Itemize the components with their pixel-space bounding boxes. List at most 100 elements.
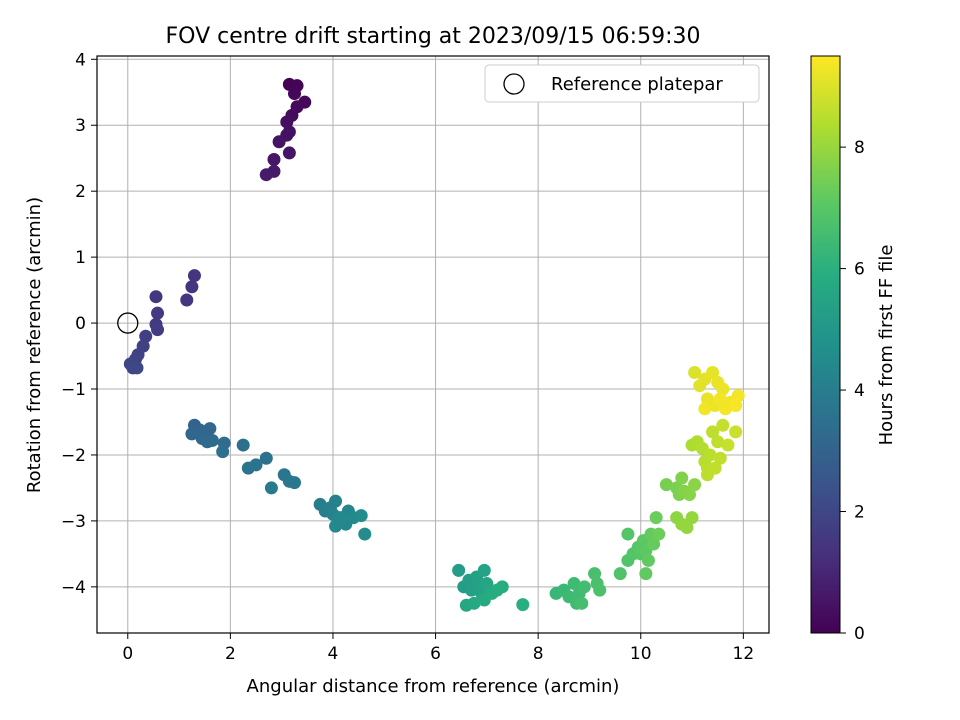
reference-point-marker <box>117 312 139 334</box>
data-point <box>180 293 194 307</box>
x-tick-label: 8 <box>533 644 544 664</box>
data-point <box>659 478 673 492</box>
data-point <box>272 135 286 149</box>
data-point <box>287 476 301 490</box>
y-tick-label: −1 <box>61 380 86 400</box>
colorbar-tick-label: 0 <box>854 624 865 644</box>
data-point <box>241 461 255 475</box>
data-point <box>729 425 743 439</box>
data-point <box>731 389 745 403</box>
x-axis-ticks: 0 2 4 6 8 10 12 <box>122 633 754 664</box>
data-point <box>688 478 702 492</box>
y-tick-label: −2 <box>61 446 86 466</box>
legend-entry-label: Reference platepar <box>551 74 723 95</box>
data-point <box>185 280 199 294</box>
data-point <box>280 115 294 129</box>
data-point <box>236 438 250 452</box>
data-point <box>698 402 712 416</box>
data-point <box>149 290 163 304</box>
x-tick-label: 0 <box>122 644 133 664</box>
data-point <box>706 366 720 380</box>
data-point <box>567 577 581 591</box>
data-point <box>216 445 230 459</box>
colorbar-tick-label: 2 <box>854 503 865 523</box>
data-point <box>708 461 722 475</box>
data-point <box>130 361 144 375</box>
data-point <box>259 451 273 465</box>
y-tick-label: 2 <box>75 182 86 202</box>
data-point <box>682 488 696 502</box>
y-axis-ticks: −4 −3 −2 −1 0 1 2 3 4 <box>61 50 97 598</box>
legend-box <box>484 64 760 103</box>
data-point <box>354 509 368 523</box>
y-tick-label: 0 <box>75 314 86 334</box>
data-point <box>647 537 661 551</box>
data-point <box>329 494 343 508</box>
data-point <box>151 323 165 337</box>
y-tick-label: −3 <box>61 512 86 532</box>
y-tick-label: −4 <box>61 578 86 598</box>
x-tick-label: 10 <box>630 644 652 664</box>
data-point <box>185 427 199 441</box>
colorbar-tick-label: 4 <box>854 381 865 401</box>
colorbar-tick-label: 8 <box>854 138 865 158</box>
y-tick-label: 4 <box>75 50 86 70</box>
data-point <box>613 567 627 581</box>
data-point <box>577 580 591 594</box>
chart-title: FOV centre drift starting at 2023/09/15 … <box>166 24 701 49</box>
data-point <box>139 329 153 343</box>
data-point <box>711 435 725 449</box>
x-tick-label: 6 <box>430 644 441 664</box>
data-point <box>685 511 699 525</box>
colorbar-label: Hours from first FF file <box>876 245 897 446</box>
data-point <box>716 418 730 432</box>
data-point <box>588 567 602 581</box>
data-points <box>123 77 745 612</box>
data-point <box>703 448 717 462</box>
data-point <box>259 168 273 182</box>
data-point <box>706 425 720 439</box>
y-tick-label: 1 <box>75 248 86 268</box>
data-point <box>452 563 466 577</box>
x-tick-label: 12 <box>733 644 755 664</box>
data-point <box>490 583 504 597</box>
data-point <box>688 366 702 380</box>
data-point <box>151 306 165 320</box>
data-point <box>641 553 655 567</box>
data-point <box>675 471 689 485</box>
data-point <box>264 481 278 495</box>
data-point <box>203 422 217 436</box>
grid-lines <box>97 56 769 633</box>
colorbar-ticks: 0 2 4 6 8 <box>840 138 865 644</box>
colorbar: 0 2 4 6 8 Hours from first FF file <box>810 55 897 644</box>
data-point <box>680 520 694 534</box>
legend: Reference platepar <box>484 64 760 103</box>
data-point <box>334 511 348 525</box>
data-point <box>287 87 301 101</box>
y-axis-label: Rotation from reference (arcmin) <box>24 197 45 493</box>
x-tick-label: 2 <box>225 644 236 664</box>
x-axis-label: Angular distance from reference (arcmin) <box>247 676 620 697</box>
data-point <box>575 596 589 610</box>
x-tick-label: 4 <box>328 644 339 664</box>
colorbar-tick-label: 6 <box>854 260 865 280</box>
data-point <box>358 527 372 541</box>
data-point <box>713 392 727 406</box>
reference-marker-layer <box>117 312 139 334</box>
data-point <box>716 382 730 396</box>
data-point <box>467 596 481 610</box>
plot-frame <box>96 55 770 634</box>
data-point <box>187 269 201 283</box>
data-point <box>639 567 653 581</box>
data-point <box>621 527 635 541</box>
data-point <box>516 598 530 612</box>
data-point <box>593 583 607 597</box>
data-point <box>713 451 727 465</box>
data-point <box>652 527 666 541</box>
data-point <box>477 563 491 577</box>
data-point <box>282 146 296 160</box>
data-point <box>649 511 663 525</box>
data-point <box>729 398 743 412</box>
colorbar-gradient <box>810 55 841 634</box>
